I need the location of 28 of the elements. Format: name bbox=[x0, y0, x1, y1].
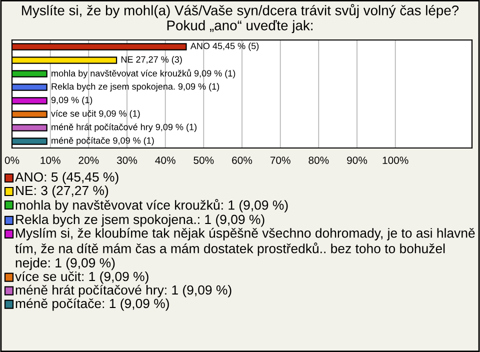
legend-label: NE: 3 (27,27 %) bbox=[16, 186, 108, 198]
x-tick-label: 70% bbox=[270, 156, 290, 164]
x-tick-label: 80% bbox=[308, 156, 329, 164]
data-label: 9,09 % (1) bbox=[51, 96, 92, 105]
legend-label: méně hrát počítačové hry: 1 (9,09 %) bbox=[16, 284, 232, 298]
x-tick-label: 10% bbox=[40, 156, 60, 164]
x-tick-label: 40% bbox=[155, 156, 176, 164]
data-label: více se učit 9,09 % (1) bbox=[51, 110, 140, 119]
data-label: Rekla bych ze jsem spokojena. 9,09 % (1) bbox=[52, 83, 220, 92]
legend-label: mohla by navštěvovat více kroužků: 1 (9,09 %) bbox=[16, 199, 288, 212]
x-tick-label: 20% bbox=[78, 156, 99, 164]
data-label: méně počítače 9,09 % (1) bbox=[52, 136, 154, 146]
data-label: ANO 45,45 % (5) bbox=[190, 42, 259, 51]
data-label: mohla by navštěvovat více kroužků 9,09 % (1) bbox=[52, 69, 236, 78]
legend-label: více se učit: 1 (9,09 %) bbox=[15, 271, 148, 284]
data-label: NE 27,27 % (3) bbox=[121, 56, 182, 64]
x-tick-label: 0% bbox=[4, 156, 20, 164]
legend-label: ANO: 5 (45,45 %) bbox=[15, 172, 118, 184]
x-tick-label: 60% bbox=[232, 156, 252, 164]
legend-label: Myslím si, že kloubíme tak nějak úspěšně všechno dohromady, je to asi hlavně tím, že na dítě mám čas a mám dostatek prostředků.. bez toho to bohužel nejde: 1 (9,09 %) bbox=[15, 228, 475, 270]
chart-title: Myslíte si, že by mohl(a) Váš/Vaše syn/dcera trávit svůj volný čas lépe? Pokud „ano“ uveďte jak: bbox=[22, 4, 459, 34]
x-tick-label: 50% bbox=[194, 156, 214, 164]
x-tick-label: 90% bbox=[347, 156, 368, 164]
x-tick-label: 30% bbox=[116, 156, 138, 164]
legend-label: Rekla bych ze jsem spokojena.: 1 (9,09 %) bbox=[16, 214, 264, 227]
x-tick-label: 100% bbox=[382, 156, 408, 164]
data-label: méně hrát počítačové hry 9,09 % (1) bbox=[52, 123, 196, 132]
legend-label: méně počítače: 1 (9,09 %) bbox=[16, 298, 169, 311]
